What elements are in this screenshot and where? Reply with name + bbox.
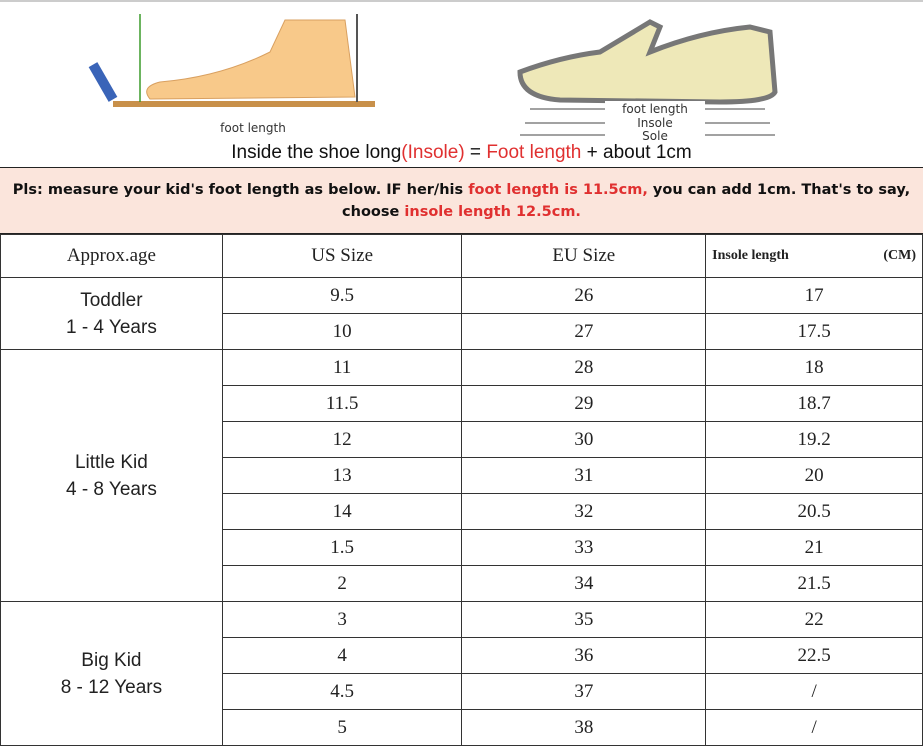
eu-size-cell: 33 [461,529,707,566]
insole-length-cell: 22 [705,601,923,638]
eu-size-cell: 28 [461,349,707,386]
us-size-cell: 11 [221,349,463,386]
us-size-cell: 1.5 [221,529,463,566]
eu-size-cell: 27 [461,313,707,350]
formula-text: Inside the shoe long(Insole) = Foot leng… [231,142,692,163]
foot-diagram: foot length foot length Insole Sole [88,14,778,143]
insole-label: Insole [637,116,672,130]
sole-label: Sole [642,129,668,142]
insole-length-cell: 22.5 [705,637,923,674]
foot-length-label: foot length [220,121,286,135]
foot-measurement-illustration: foot length foot length Insole Sole Insi… [0,0,923,167]
measure-instruction-banner: Pls: measure your kid's foot length as b… [0,167,923,234]
table-row: 4.5 37/ [1,673,923,710]
insole-length-cell: 17 [705,277,923,314]
table-row: 13 31 20 [1,457,923,494]
table-row: 10 27 17.5 [1,313,923,350]
eu-size-cell: 34 [461,565,707,602]
table-row: 4 36 22.5 [1,637,923,674]
us-size-cell: 13 [221,457,463,494]
header-eu-size: EU Size [461,234,707,278]
eu-size-cell: 29 [461,385,707,422]
eu-size-cell: 32 [461,493,707,530]
age-group-range: 4 - 8 Years [65,478,157,500]
insole-length-cell: 20 [705,457,923,494]
age-group-cell: Big Kid 8 - 12 Years [0,601,223,746]
us-size-cell: 10 [221,313,463,350]
table-row: 14 32 20.5 [1,493,923,530]
foot-length-label: foot length [622,102,688,116]
insole-length-cell: / [705,709,923,746]
us-size-cell: 12 [221,421,463,458]
insole-length-cell: 18 [705,349,923,386]
age-group-range: 8 - 12 Years [60,676,163,698]
size-chart-table: Approx.age US Size EU Size Insole length… [0,234,923,746]
us-size-cell: 5 [221,709,463,746]
insole-length-cell: 20.5 [705,493,923,530]
table-row: 1.5 33 21 [1,529,923,566]
eu-size-cell: 35 [461,601,707,638]
age-group-name: Big Kid [81,649,142,671]
insole-length-cell: 17.5 [705,313,923,350]
eu-size-cell: 30 [461,421,707,458]
eu-size-cell: 26 [461,277,707,314]
age-group-name: Little Kid [74,451,148,473]
insole-length-cell: 21 [705,529,923,566]
eu-size-cell: 31 [461,457,707,494]
insole-length-cell: / [705,673,923,710]
age-group-cell: Little Kid 4 - 8 Years [0,349,223,602]
insole-length-cell: 21.5 [705,565,923,602]
us-size-cell: 9.5 [221,277,463,314]
us-size-cell: 2 [221,565,463,602]
us-size-cell: 3 [221,601,463,638]
insole-length-cell: 19.2 [705,421,923,458]
us-size-cell: 11.5 [221,385,463,422]
table-row: 2 34 21.5 [1,565,923,602]
us-size-cell: 14 [221,493,463,530]
eu-size-cell: 38 [461,709,707,746]
table-row: Big Kid 8 - 12 Years 3 35 22 [0,601,923,746]
us-size-cell: 4 [221,637,463,674]
table-header-row: Approx.age US Size EU Size Insole length… [0,234,923,278]
age-group-name: Toddler [80,289,143,311]
age-group-range: 1 - 4 Years [65,316,157,338]
eu-size-cell: 37 [461,673,707,710]
eu-size-cell: 36 [461,637,707,674]
insole-length-cell: 18.7 [705,385,923,422]
us-size-cell: 4.5 [221,673,463,710]
header-insole-length: Insole length (CM) [705,234,923,278]
header-age: Approx.age [0,234,223,278]
header-us-size: US Size [221,234,463,278]
table-row: Little Kid 4 - 8 Years 11 28 18 [0,349,923,602]
table-row: Toddler 1 - 4 Years 9.5 26 17 [0,277,923,350]
age-group-cell: Toddler 1 - 4 Years [0,277,223,350]
